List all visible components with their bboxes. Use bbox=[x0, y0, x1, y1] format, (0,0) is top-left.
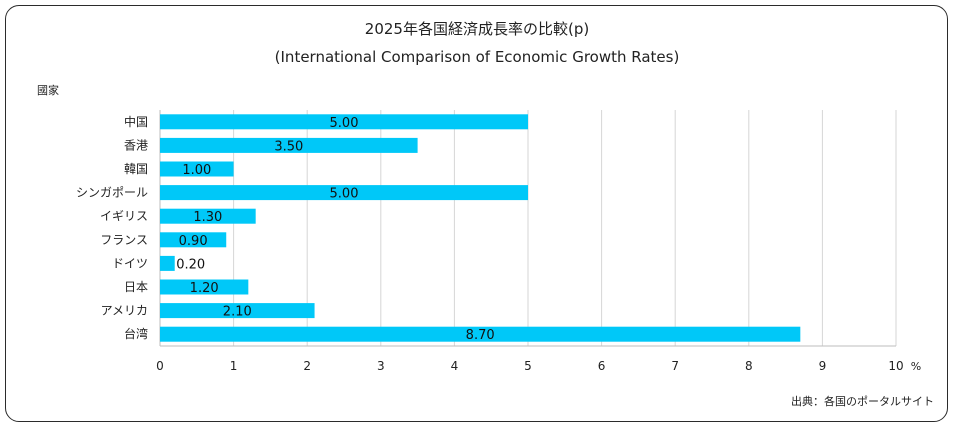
category-label: 韓国 bbox=[124, 162, 148, 176]
x-tick-label: 0 bbox=[156, 359, 164, 373]
data-label: 1.00 bbox=[182, 163, 211, 178]
category-label: イギリス bbox=[100, 209, 148, 223]
data-label: 1.20 bbox=[190, 281, 219, 296]
category-label: 台湾 bbox=[124, 326, 148, 341]
bar bbox=[160, 137, 418, 153]
bar bbox=[160, 255, 175, 271]
category-label: ドイツ bbox=[112, 256, 148, 270]
x-tick-label: 2 bbox=[303, 359, 311, 373]
bar bbox=[160, 326, 801, 342]
data-label: 5.00 bbox=[330, 187, 359, 202]
x-unit-label: % bbox=[911, 360, 921, 373]
x-tick-label: 8 bbox=[745, 359, 753, 373]
bar bbox=[160, 208, 256, 224]
data-label: 1.30 bbox=[193, 210, 222, 225]
chart-title: 2025年各国経済成長率の比較(p) bbox=[364, 20, 590, 38]
bar bbox=[160, 232, 227, 248]
category-label: フランス bbox=[100, 233, 148, 247]
bar bbox=[160, 303, 315, 319]
category-label: 中国 bbox=[124, 114, 148, 129]
x-tick-label: 7 bbox=[671, 359, 679, 373]
data-label: 0.90 bbox=[179, 234, 208, 249]
y-axis-label: 國家 bbox=[37, 84, 59, 97]
bar bbox=[160, 114, 528, 130]
chart-subtitle: (International Comparison of Economic Gr… bbox=[274, 48, 680, 66]
data-label: 8.70 bbox=[466, 328, 495, 343]
category-label: シンガポール bbox=[76, 186, 148, 200]
source-note: 出典：各国のポータルサイト bbox=[791, 395, 934, 408]
x-tick-label: 5 bbox=[524, 359, 532, 373]
bar bbox=[160, 279, 249, 295]
x-tick-label: 9 bbox=[819, 359, 827, 373]
bar bbox=[160, 185, 528, 201]
x-tick-label: 4 bbox=[451, 359, 459, 373]
data-label: 2.10 bbox=[223, 305, 252, 320]
x-tick-label: 6 bbox=[598, 359, 606, 373]
data-label: 0.20 bbox=[176, 257, 205, 272]
category-label: アメリカ bbox=[101, 304, 148, 318]
bar bbox=[160, 161, 234, 177]
data-label: 3.50 bbox=[274, 139, 303, 154]
x-tick-label: 10 bbox=[888, 359, 903, 373]
x-tick-label: 1 bbox=[230, 359, 238, 373]
x-tick-label: 3 bbox=[377, 359, 385, 373]
data-label: 5.00 bbox=[330, 116, 359, 131]
category-label: 日本 bbox=[124, 280, 148, 294]
category-label: 香港 bbox=[124, 138, 148, 152]
